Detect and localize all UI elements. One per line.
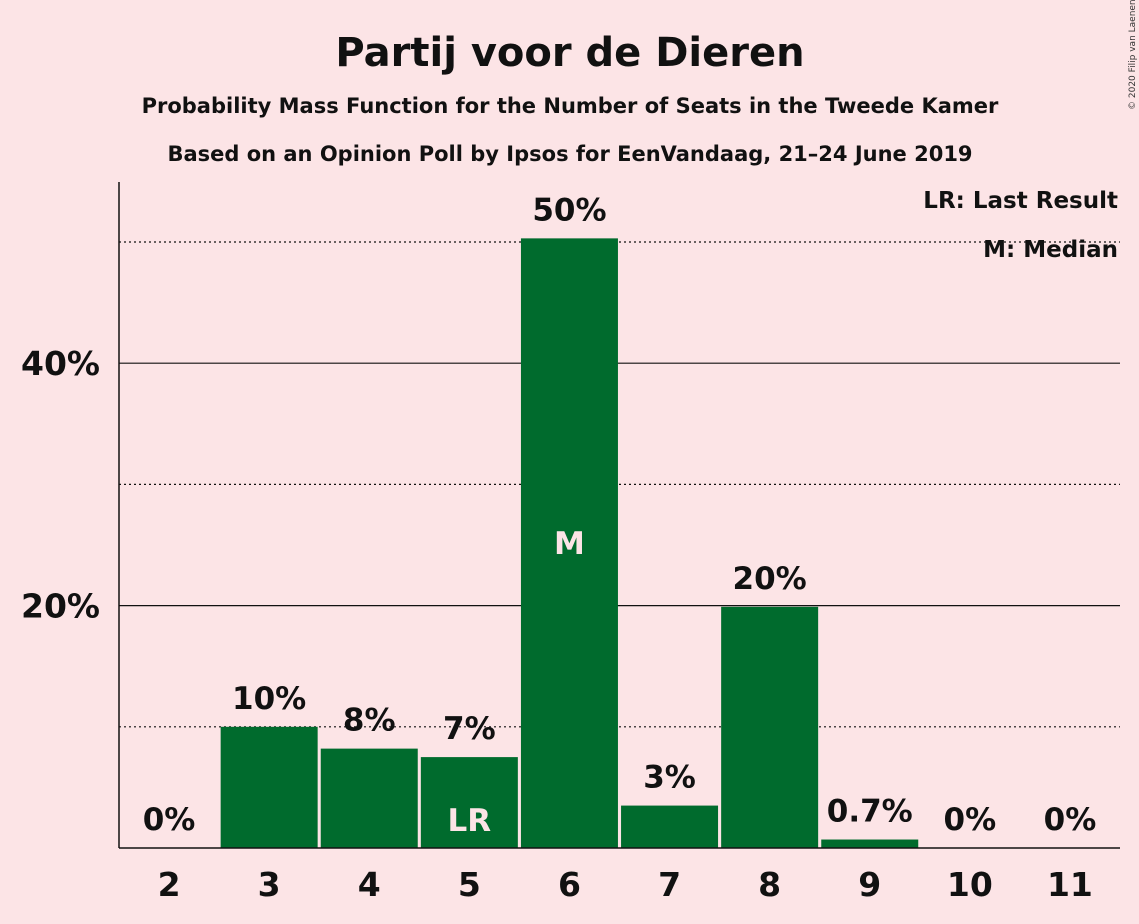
x-tick-label-5: 5 [458, 865, 481, 904]
data-labels: 0% 10% 8% 7% 50% 3% 20% 0.7% 0% 0% LR M [143, 192, 1097, 839]
bar-7 [621, 805, 719, 848]
y-tick-label: 40% [21, 344, 100, 383]
marker-lr: LR [448, 803, 492, 839]
x-tick-label-11: 11 [1047, 865, 1093, 904]
x-tick-label-8: 8 [758, 865, 781, 904]
chart-subtitle-2: Based on an Opinion Poll by Ipsos for Ee… [167, 142, 972, 166]
copyright-text: © 2020 Filip van Laenen [1128, 0, 1138, 110]
x-tick-label-4: 4 [358, 865, 381, 904]
x-tick-label-3: 3 [258, 865, 281, 904]
data-label-2: 0% [143, 802, 196, 838]
legend: LR: Last Result M: Median [923, 188, 1118, 263]
gridlines [119, 241, 1120, 728]
chart-subtitle: Probability Mass Function for the Number… [142, 94, 999, 118]
data-label-6: 50% [532, 192, 606, 228]
x-tick-label-2: 2 [158, 865, 181, 904]
data-label-7: 3% [643, 760, 696, 796]
bar-4 [320, 748, 418, 848]
bar-8 [721, 606, 819, 848]
data-label-4: 8% [343, 703, 396, 739]
marker-m: M [554, 526, 585, 562]
legend-entry: M: Median [983, 237, 1118, 263]
axes [118, 182, 1120, 849]
data-label-5: 7% [443, 711, 496, 747]
chart-title: Partij voor de Dieren [335, 30, 804, 76]
y-tick-label: 20% [21, 587, 100, 626]
data-label-9: 0.7% [827, 794, 913, 830]
bars [220, 238, 919, 848]
data-label-8: 20% [733, 561, 807, 597]
legend-entry: LR: Last Result [923, 188, 1118, 214]
x-tick-labels: 2 3 4 5 6 7 8 9 10 11 [158, 865, 1093, 904]
x-tick-label-6: 6 [558, 865, 581, 904]
x-tick-label-10: 10 [947, 865, 993, 904]
y-tick-labels: 20% 40% [21, 344, 100, 625]
data-label-11: 0% [1044, 802, 1097, 838]
x-tick-label-7: 7 [658, 865, 681, 904]
bar-3 [220, 726, 318, 848]
data-label-10: 0% [944, 802, 997, 838]
bar-9 [821, 839, 919, 848]
x-tick-label-9: 9 [858, 865, 881, 904]
bar-6 [520, 238, 618, 848]
data-label-3: 10% [232, 681, 306, 717]
bar-5 [420, 757, 518, 848]
